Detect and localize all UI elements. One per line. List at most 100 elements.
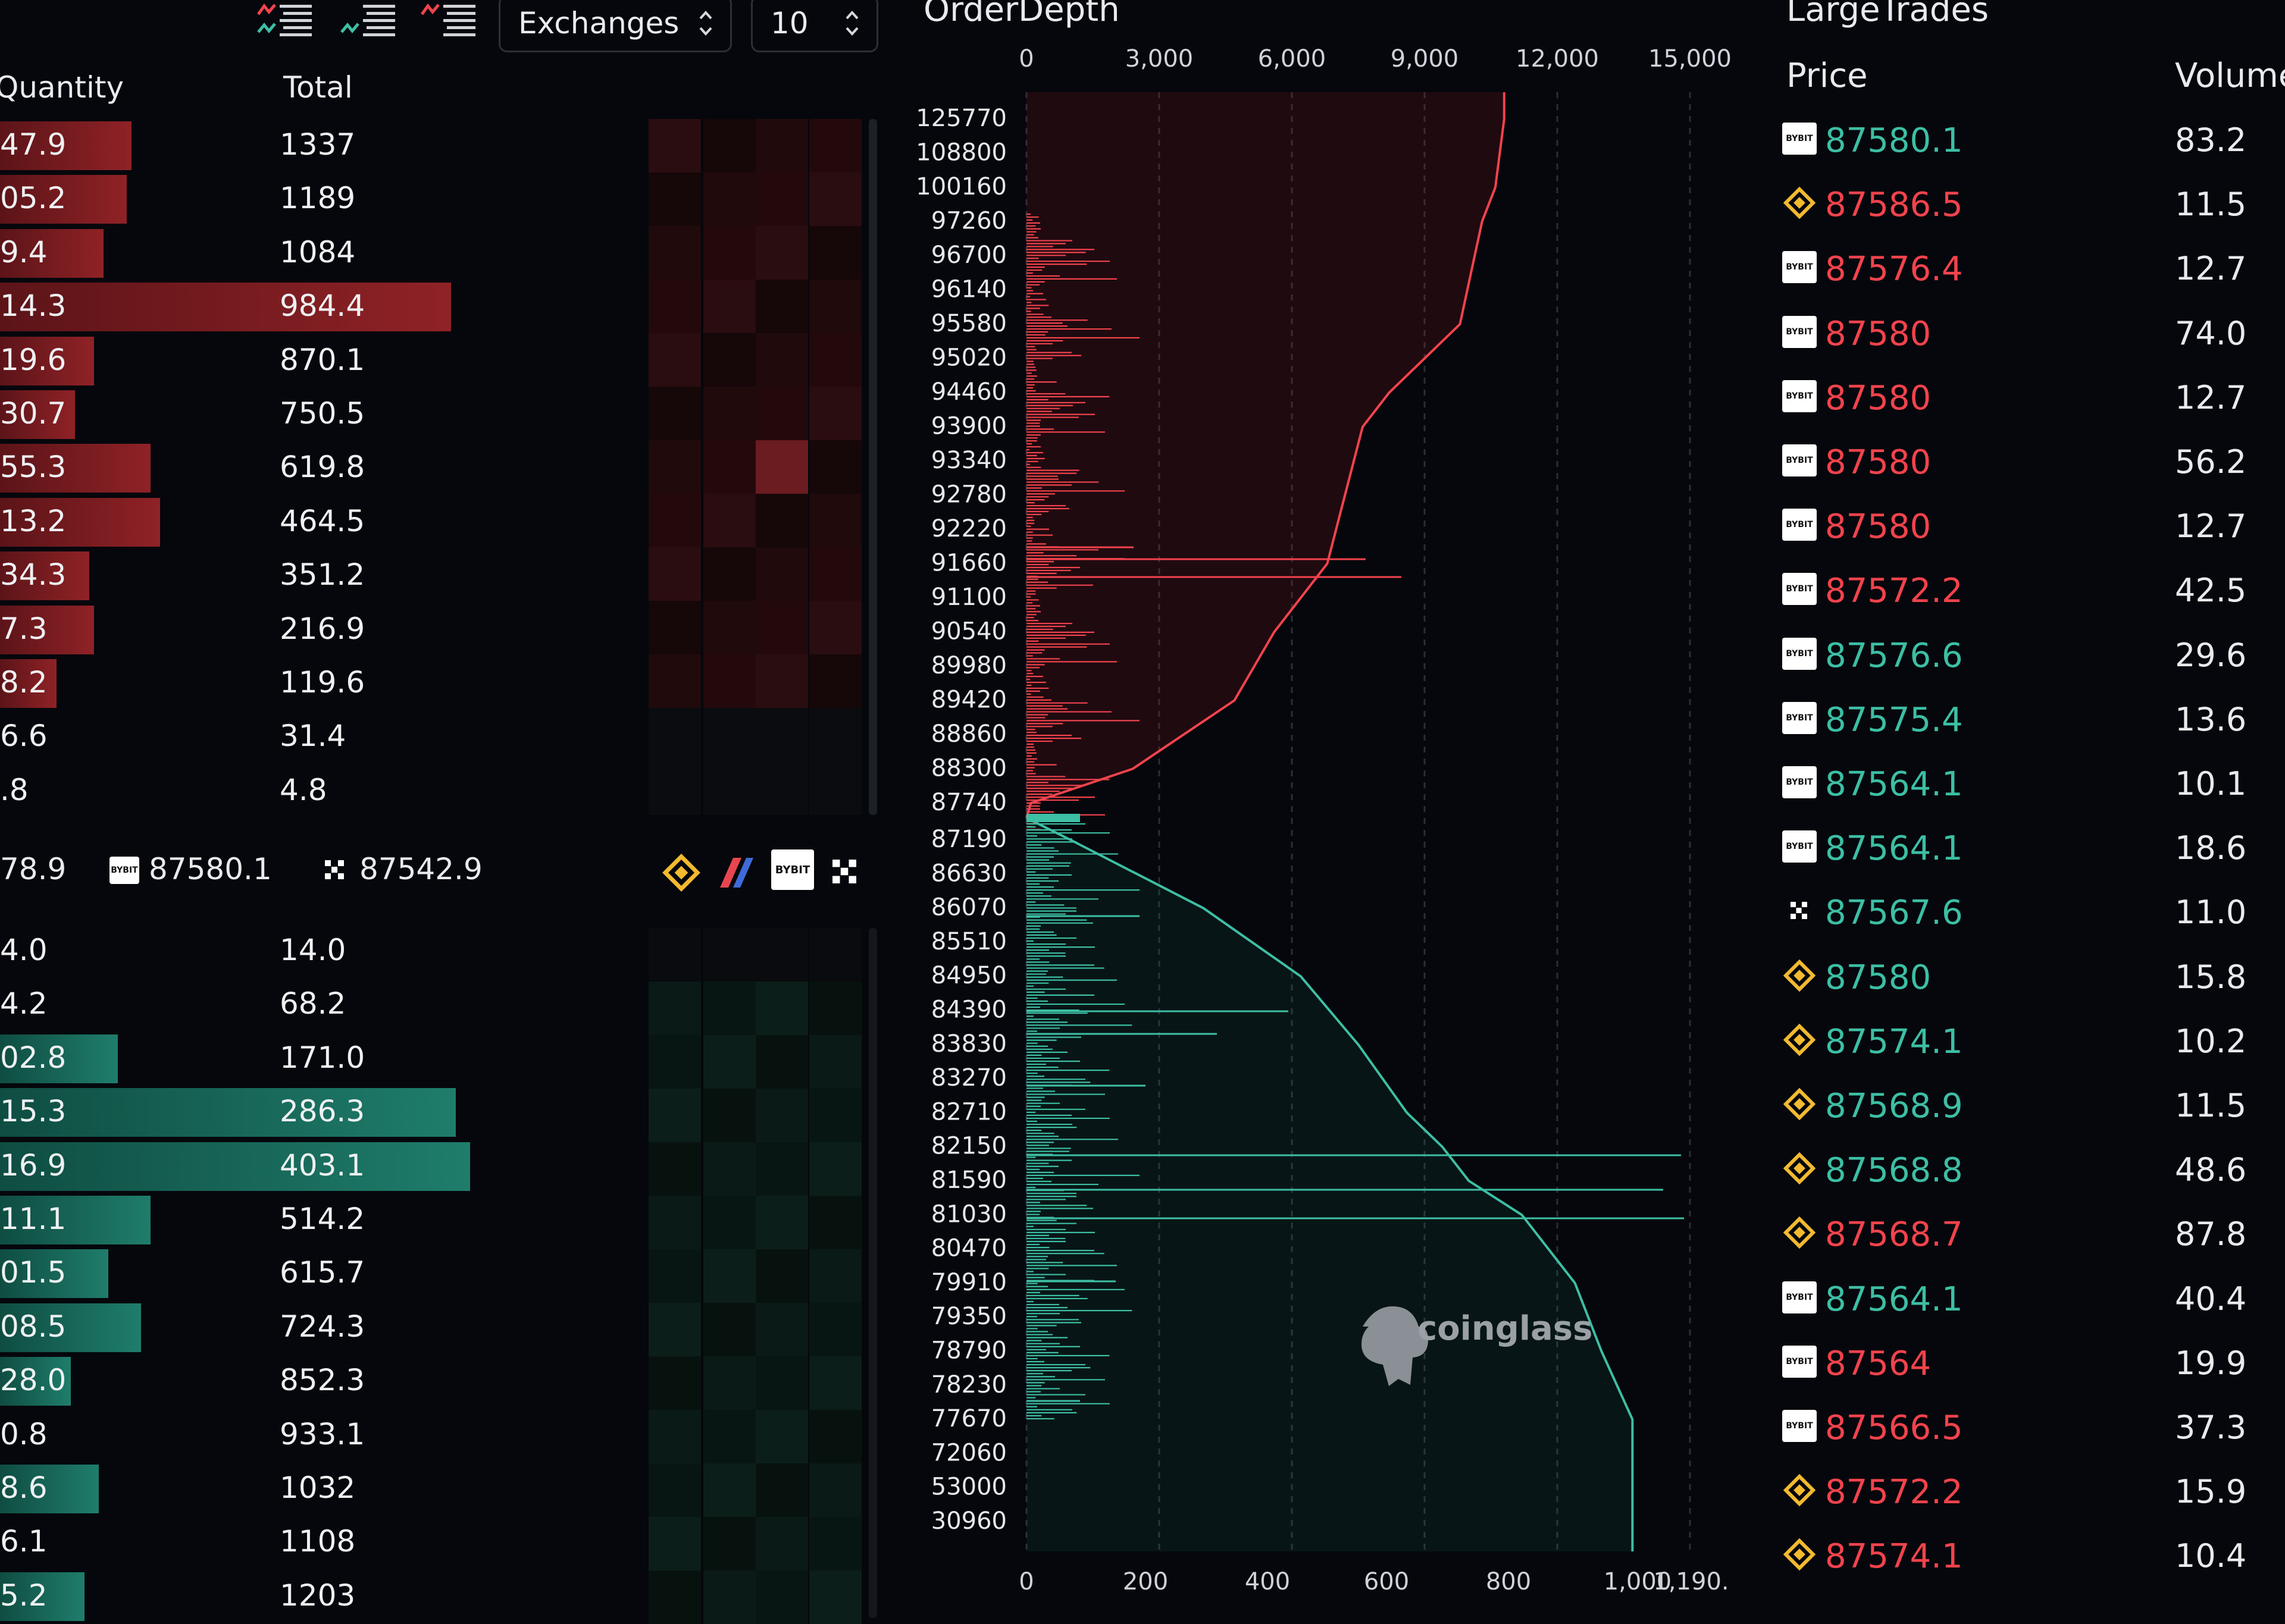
heat-cell	[703, 1196, 756, 1249]
heat-cell	[703, 654, 756, 708]
depth-level-select[interactable]: 10	[751, 0, 878, 52]
bid-row[interactable]: 08.5 724.3	[0, 1301, 631, 1352]
ask-row[interactable]: 30.7 750.5	[0, 388, 631, 439]
ask-price-label: 92220	[931, 515, 1007, 543]
heat-cell	[703, 547, 756, 601]
ask-row[interactable]: .8 4.8	[0, 764, 631, 814]
large-trade-row[interactable]: BYBIT 87576.4 12.7	[1782, 236, 2285, 300]
heat-cell	[649, 119, 701, 173]
bid-row[interactable]: 0.8 933.1	[0, 1409, 631, 1459]
ask-row[interactable]: 8.2 119.6	[0, 657, 631, 708]
binance-icon	[1783, 1088, 1816, 1120]
trade-price: 87572.2	[1825, 1473, 1963, 1512]
ask-row[interactable]: 14.3 984.4	[0, 280, 631, 332]
depth-top-tick-label: 12,000	[1516, 45, 1599, 73]
bid-row[interactable]: 28.0 852.3	[0, 1355, 631, 1406]
large-trade-row[interactable]: 87586.5 11.5	[1782, 171, 2285, 236]
total-header: Total	[283, 70, 353, 105]
heat-cell	[809, 1303, 862, 1356]
trade-volume: 13.6	[2175, 700, 2247, 738]
heat-cell	[809, 1356, 862, 1410]
bid-row[interactable]: 02.8 171.0	[0, 1032, 631, 1083]
bid-row[interactable]: 5.2 1203	[0, 1570, 631, 1621]
bitflyer-icon[interactable]	[715, 853, 757, 892]
ask-row[interactable]: 13.2 464.5	[0, 496, 631, 547]
exchanges-select[interactable]: Exchanges	[499, 0, 732, 52]
ask-row[interactable]: 47.9 1337	[0, 119, 631, 170]
bybit-mid-price: 87580.1	[149, 852, 272, 886]
bid-row[interactable]: 8.6 1032	[0, 1462, 631, 1513]
large-trade-row[interactable]: BYBIT 87564.1 10.1	[1782, 751, 2285, 815]
large-trade-row[interactable]: 87568.7 87.8	[1782, 1201, 2285, 1265]
bid-row[interactable]: 16.9 403.1	[0, 1140, 631, 1191]
large-trade-row[interactable]: 87567.6 11.0	[1782, 879, 2285, 943]
large-trade-row[interactable]: BYBIT 87564.1 18.6	[1782, 815, 2285, 879]
binance-icon[interactable]	[661, 852, 702, 893]
large-trade-row[interactable]: 87572.2 15.9	[1782, 1459, 2285, 1523]
heat-cell	[649, 761, 701, 815]
ask-row[interactable]: 55.3 619.8	[0, 441, 631, 493]
large-trade-row[interactable]: BYBIT 87576.6 29.6	[1782, 622, 2285, 686]
heat-cell	[756, 1517, 808, 1570]
heat-cell	[703, 928, 756, 982]
bid-row[interactable]: 4.0 14.0	[0, 924, 631, 974]
heat-cell	[703, 982, 756, 1035]
ask-row[interactable]: 34.3 351.2	[0, 549, 631, 601]
large-trade-row[interactable]: BYBIT 87580 12.7	[1782, 493, 2285, 557]
trade-price: 87580	[1825, 443, 1932, 482]
ask-row[interactable]: 9.4 1084	[0, 227, 631, 278]
large-trade-row[interactable]: 87580 15.8	[1782, 944, 2285, 1008]
bid-row[interactable]: 11.1 514.2	[0, 1193, 631, 1244]
ask-price-label: 95020	[931, 344, 1007, 372]
bid-row[interactable]: 15.3 286.3	[0, 1086, 631, 1137]
okx-icon[interactable]	[830, 857, 859, 886]
bid-depth-bar	[0, 1034, 118, 1083]
large-trade-row[interactable]: BYBIT 87580 12.7	[1782, 365, 2285, 429]
large-trade-row[interactable]: BYBIT 87572.2 42.5	[1782, 557, 2285, 622]
heat-cell	[756, 928, 808, 982]
bybit-icon[interactable]: BYBIT	[771, 849, 814, 890]
ask-row[interactable]: 6.6 31.4	[0, 710, 631, 760]
ask-row[interactable]: 19.6 870.1	[0, 334, 631, 385]
bid-row[interactable]: 4.2 68.2	[0, 978, 631, 1028]
large-trade-row[interactable]: BYBIT 87580 56.2	[1782, 429, 2285, 493]
large-trade-row[interactable]: BYBIT 87580 74.0	[1782, 300, 2285, 365]
bid-quantity: 02.8	[0, 1040, 67, 1075]
ask-row[interactable]: 7.3 216.9	[0, 603, 631, 654]
bid-row[interactable]: 6.1 1108	[0, 1516, 631, 1566]
order-book-bids-icon[interactable]	[339, 2, 399, 39]
depth-top-tick-label: 9,000	[1391, 45, 1459, 73]
large-trade-row[interactable]: 87574.1 10.4	[1782, 1523, 2285, 1587]
heat-cell	[809, 601, 862, 654]
large-trade-row[interactable]: 87568.8 48.6	[1782, 1137, 2285, 1201]
bid-quantity: 4.2	[0, 986, 48, 1021]
bybit-icon: BYBIT	[1782, 444, 1817, 476]
heat-cell	[756, 547, 808, 601]
depth-bottom-tick-label: 1,190.	[1653, 1568, 1729, 1595]
bids-scrollbar[interactable]	[869, 928, 877, 1618]
large-trade-row[interactable]: BYBIT 87566.5 37.3	[1782, 1394, 2285, 1459]
trade-price: 87566.5	[1825, 1409, 1963, 1447]
trade-price: 87564	[1825, 1344, 1932, 1383]
ask-row[interactable]: 05.2 1189	[0, 173, 631, 224]
ask-quantity: 14.3	[0, 289, 67, 324]
depth-bottom-tick-label: 0	[1019, 1568, 1034, 1595]
large-trade-row[interactable]: BYBIT 87564 19.9	[1782, 1330, 2285, 1394]
asks-scrollbar[interactable]	[869, 119, 877, 815]
large-trade-row[interactable]: BYBIT 87580.1 83.2	[1782, 107, 2285, 171]
order-book-asks-icon[interactable]	[420, 2, 479, 39]
heat-cell	[809, 928, 862, 982]
heat-cell	[756, 982, 808, 1035]
ask-price-label: 96140	[931, 276, 1007, 303]
large-trade-row[interactable]: 87574.1 10.2	[1782, 1008, 2285, 1073]
large-trade-row[interactable]: BYBIT 87564.1 40.4	[1782, 1266, 2285, 1330]
bid-price-label: 84950	[931, 962, 1007, 989]
trade-volume: 11.0	[2175, 893, 2247, 932]
order-book-both-icon[interactable]	[256, 2, 315, 39]
bid-total: 933.1	[280, 1416, 365, 1451]
large-trade-row[interactable]: BYBIT 87575.4 13.6	[1782, 686, 2285, 751]
bid-price-label: 77670	[931, 1405, 1007, 1432]
trade-volume: 12.7	[2175, 250, 2247, 288]
bid-row[interactable]: 01.5 615.7	[0, 1247, 631, 1299]
large-trade-row[interactable]: 87568.9 11.5	[1782, 1073, 2285, 1137]
